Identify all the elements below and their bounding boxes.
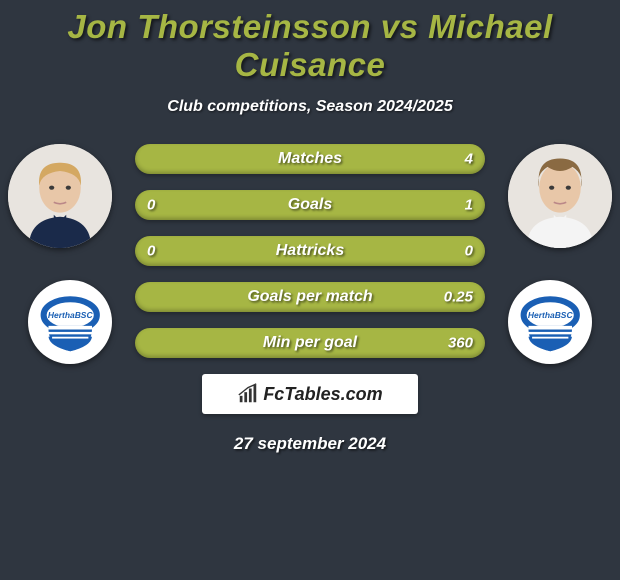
stat-row-gpm: Goals per match 0.25 bbox=[135, 282, 485, 312]
stat-right-value: 0.25 bbox=[444, 289, 473, 306]
page-title: Jon Thorsteinsson vs Michael Cuisance bbox=[0, 0, 620, 84]
stat-right-value: 360 bbox=[448, 335, 473, 352]
subtitle: Club competitions, Season 2024/2025 bbox=[0, 98, 620, 116]
stat-label: Hattricks bbox=[276, 242, 344, 260]
player-left-club-logo: HerthaBSC bbox=[28, 280, 112, 364]
stat-row-matches: Matches 4 bbox=[135, 144, 485, 174]
chart-icon bbox=[237, 383, 259, 405]
stat-left-value: 0 bbox=[147, 197, 155, 214]
player-right-avatar bbox=[508, 144, 612, 248]
stat-right-value: 0 bbox=[465, 243, 473, 260]
brand-text: FcTables.com bbox=[263, 384, 382, 405]
comparison-panel: HerthaBSC HerthaBSC Matches 4 0 Goals bbox=[0, 144, 620, 454]
stat-row-mpg: Min per goal 360 bbox=[135, 328, 485, 358]
brand-box: FcTables.com bbox=[202, 374, 418, 414]
stat-row-hattricks: 0 Hattricks 0 bbox=[135, 236, 485, 266]
stat-label: Goals bbox=[288, 196, 332, 214]
club-left-text: HerthaBSC bbox=[48, 310, 94, 320]
stat-right-value: 4 bbox=[465, 151, 473, 168]
stat-label: Min per goal bbox=[263, 334, 357, 352]
stat-label: Goals per match bbox=[247, 288, 372, 306]
player-right-club-logo: HerthaBSC bbox=[508, 280, 592, 364]
stat-row-goals: 0 Goals 1 bbox=[135, 190, 485, 220]
stat-left-value: 0 bbox=[147, 243, 155, 260]
player-left-avatar bbox=[8, 144, 112, 248]
date-text: 27 september 2024 bbox=[0, 434, 620, 454]
club-right-text: HerthaBSC bbox=[528, 310, 574, 320]
stats-bars: Matches 4 0 Goals 1 0 Hattricks 0 Goals … bbox=[135, 144, 485, 358]
stat-right-value: 1 bbox=[465, 197, 473, 214]
stat-label: Matches bbox=[278, 150, 342, 168]
